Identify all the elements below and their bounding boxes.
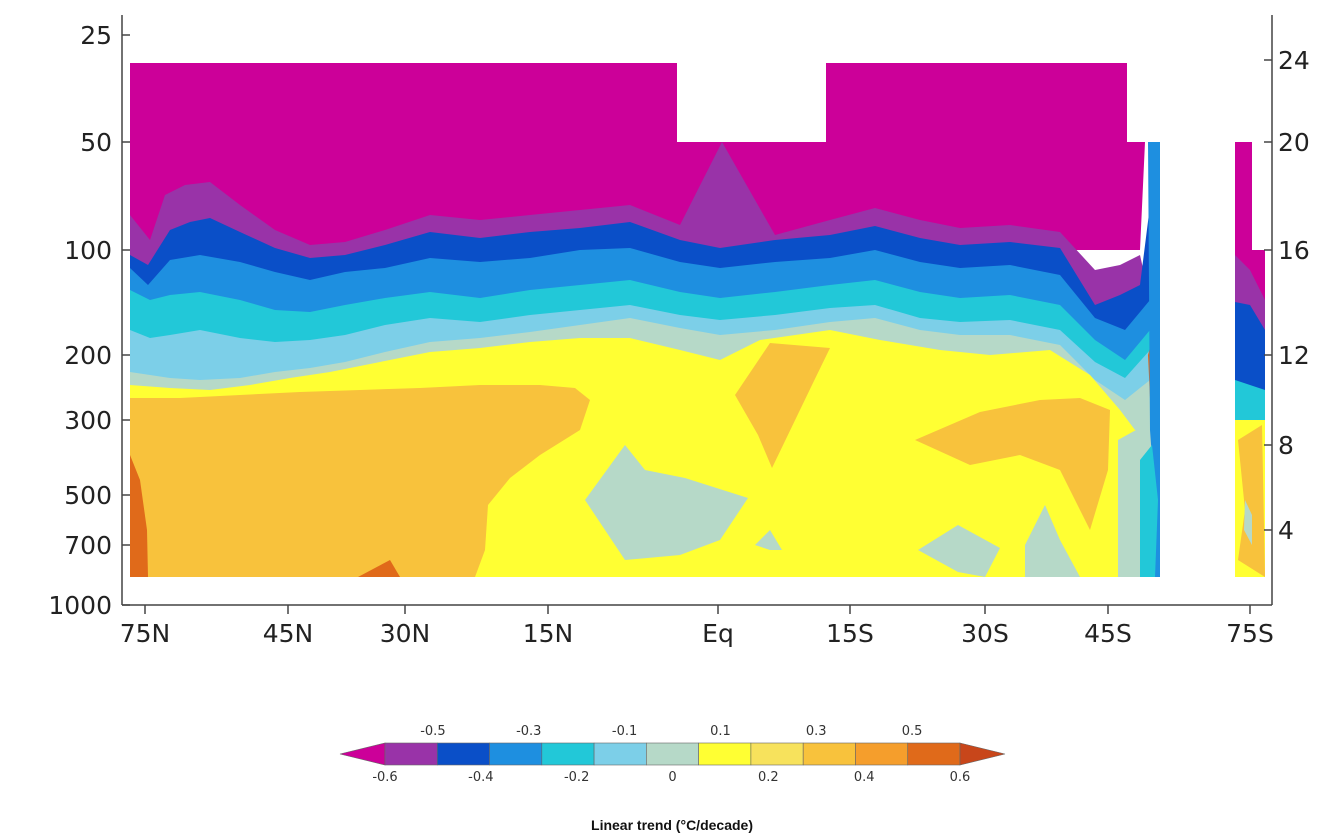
colorbar-label-top: -0.5 [420, 724, 445, 739]
right-tick-label: 16 [1278, 236, 1310, 265]
contour-rstrip-gray [1244, 500, 1252, 545]
right-y-ticks: 24 20 16 12 8 4 [1264, 46, 1310, 545]
contour-rstrip-orange [1238, 425, 1265, 577]
colorbar-label-bottom: 0.2 [758, 770, 779, 785]
left-y-ticks: 25 50 100 200 300 500 700 1000 [48, 21, 130, 620]
left-tick-label: 700 [64, 531, 112, 560]
x-tick-label: 30N [380, 619, 431, 648]
contour-orange-eq [735, 343, 830, 468]
colorbar-segment [436, 742, 490, 766]
colorbar-segment [646, 742, 699, 766]
contour-orange-left [130, 385, 590, 577]
right-tick-label: 8 [1278, 431, 1294, 460]
colorbar-label-top: 0.1 [710, 724, 731, 739]
left-tick-label: 500 [64, 481, 112, 510]
x-tick-label: Eq [702, 619, 734, 648]
colorbar: -0.5 -0.3 -0.1 0.1 0.3 0.5 -0.6 -0.4 -0.2 0 0.2 0.4… [339, 724, 1006, 785]
colorbar-label-top: -0.3 [516, 724, 541, 739]
colorbar-label-bottom: 0.6 [950, 770, 971, 785]
contour-field [130, 63, 1265, 577]
left-tick-label: 200 [64, 341, 112, 370]
contour-red-30n [358, 560, 400, 577]
colorbar-segment [750, 742, 804, 766]
colorbar-title: Linear trend (°C/decade) [591, 817, 753, 833]
left-tick-label: 50 [80, 128, 112, 157]
colorbar-segment [907, 742, 961, 766]
x-tick-label: 45N [263, 619, 314, 648]
colorbar-arrow-right [959, 742, 1006, 766]
contour-gray-eq [755, 530, 782, 550]
x-tick-label: 45S [1084, 619, 1132, 648]
colorbar-label-top: 0.5 [902, 724, 923, 739]
colorbar-label-top: 0.3 [806, 724, 827, 739]
right-tick-label: 12 [1278, 341, 1310, 370]
contour-gray-45s [1025, 505, 1080, 577]
x-tick-label: 15S [826, 619, 874, 648]
contour-gray-30s [918, 525, 1000, 577]
colorbar-arrow-left [339, 742, 386, 766]
left-tick-label: 1000 [48, 591, 112, 620]
left-tick-label: 25 [80, 21, 112, 50]
colorbar-segment [802, 742, 856, 766]
no-data-gap [1161, 63, 1235, 577]
left-tick-label: 300 [64, 406, 112, 435]
contour-edge-blue [1148, 142, 1160, 577]
colorbar-label-top: -0.1 [612, 724, 637, 739]
contour-red-75n [130, 455, 148, 577]
contour-edge-cyan [1140, 445, 1158, 577]
contour-gray-15n [585, 445, 748, 560]
right-tick-label: 4 [1278, 516, 1294, 545]
no-data-eq-top [677, 63, 826, 142]
axes [121, 15, 1273, 606]
x-tick-label: 75S [1226, 619, 1274, 648]
right-tick-label: 20 [1278, 128, 1310, 157]
no-data-rstrip-top2 [1252, 142, 1265, 250]
x-tick-label: 30S [961, 619, 1009, 648]
contour-strat-main [130, 63, 1145, 250]
right-tick-label: 24 [1278, 46, 1310, 75]
colorbar-segment [855, 742, 909, 766]
contour-orange-south [915, 398, 1110, 530]
left-tick-label: 100 [64, 236, 112, 265]
colorbar-label-bottom: -0.4 [468, 770, 493, 785]
colorbar-segment [489, 742, 543, 766]
colorbar-segment [541, 742, 595, 766]
colorbar-label-bottom: 0 [668, 770, 676, 785]
x-ticks: 75N 45N 30N 15N Eq 15S 30S 45S 75S [120, 605, 1274, 648]
colorbar-label-bottom: -0.6 [372, 770, 397, 785]
no-data-rstrip-top [1235, 63, 1265, 142]
colorbar-segment [593, 742, 647, 766]
x-tick-label: 75N [120, 619, 171, 648]
colorbar-label-bottom: 0.4 [854, 770, 875, 785]
colorbar-segment [698, 742, 752, 766]
colorbar-segment [384, 742, 438, 766]
x-tick-label: 15N [523, 619, 574, 648]
colorbar-label-bottom: -0.2 [564, 770, 589, 785]
